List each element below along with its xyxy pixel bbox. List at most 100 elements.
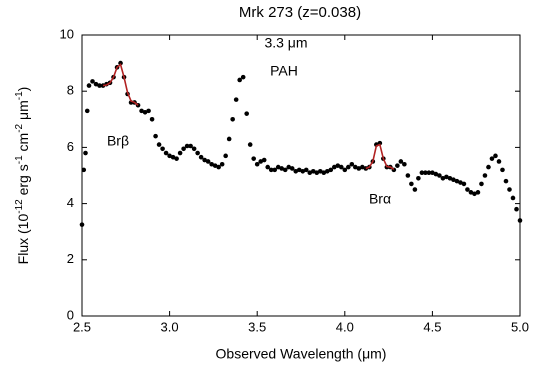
data-point (79, 222, 85, 227)
y-axis-label-part: -1 (14, 91, 25, 100)
data-point (493, 153, 498, 159)
x-tick-label: 4.5 (423, 319, 441, 334)
data-point (205, 159, 211, 164)
data-point (468, 190, 474, 195)
data-point (433, 171, 439, 177)
data-point (486, 164, 491, 170)
data-point (447, 176, 453, 181)
x-tick-label: 3.5 (248, 319, 266, 334)
data-point (293, 168, 299, 174)
data-point (338, 164, 344, 170)
data-point (360, 164, 365, 170)
data-point (118, 60, 123, 66)
data-point (514, 206, 519, 212)
y-axis-label-part: -2 (14, 123, 25, 132)
annotation: Brα (369, 191, 391, 207)
y-axis-label-part: μm (15, 100, 31, 124)
data-point (430, 170, 435, 175)
x-tick-label: 4.0 (336, 319, 354, 334)
data-point (303, 167, 309, 173)
data-point (230, 117, 235, 122)
data-point (461, 181, 467, 187)
y-axis-label-part: -12 (14, 199, 25, 214)
data-point (475, 190, 481, 195)
data-point (458, 180, 463, 185)
data-point (331, 164, 337, 170)
data-point (409, 181, 414, 187)
data-point (167, 153, 172, 159)
data-point (198, 154, 204, 160)
x-tick-label: 2.5 (73, 319, 91, 334)
data-point (149, 117, 155, 122)
data-point (146, 108, 151, 114)
data-point (346, 164, 351, 170)
data-point (233, 97, 239, 102)
data-point (321, 170, 327, 175)
plot-frame (81, 34, 521, 317)
data-point (177, 150, 183, 156)
data-point (244, 111, 249, 116)
data-point (402, 161, 407, 167)
data-point (226, 136, 232, 142)
data-point (440, 176, 446, 181)
data-point (275, 164, 281, 170)
data-point (353, 164, 358, 170)
data-point (503, 178, 509, 184)
y-axis-label-part: erg s (15, 164, 31, 199)
data-point (423, 170, 428, 175)
data-point (426, 170, 432, 175)
data-point (97, 83, 102, 88)
y-tick-label: 2 (67, 251, 74, 266)
data-point (419, 170, 425, 175)
data-point (335, 163, 341, 168)
data-point (258, 159, 264, 164)
data-point (174, 156, 179, 161)
annotation: Brβ (107, 133, 129, 149)
data-point (84, 108, 90, 114)
data-point (437, 173, 442, 178)
y-tick-label: 10 (60, 26, 74, 41)
data-point (223, 153, 228, 159)
data-point (482, 173, 488, 178)
y-tick-label: 8 (67, 83, 74, 98)
data-point (296, 167, 302, 173)
data-point (163, 150, 169, 156)
data-point (219, 161, 225, 167)
data-point (261, 157, 267, 163)
data-point (254, 161, 260, 167)
data-point (153, 133, 158, 139)
x-axis-label: Observed Wavelength (μm) (216, 346, 387, 362)
data-point (472, 191, 477, 197)
data-point (170, 154, 176, 160)
data-point (202, 157, 207, 163)
x-tick-label: 3.0 (161, 319, 179, 334)
y-tick-label: 6 (67, 139, 74, 154)
data-point (181, 146, 186, 152)
data-point (195, 150, 200, 156)
data-point (184, 143, 190, 149)
y-axis-label-part: -1 (14, 155, 25, 164)
data-point (451, 177, 456, 183)
data-point (510, 195, 516, 201)
data-point (479, 181, 484, 187)
data-point (216, 164, 221, 170)
data-point (83, 150, 88, 156)
data-point (289, 166, 295, 171)
data-point (191, 146, 197, 152)
data-point (398, 159, 404, 164)
data-point (465, 187, 470, 192)
y-axis-label-part: ) (15, 87, 31, 92)
data-point (279, 166, 285, 171)
data-point (93, 81, 99, 87)
data-point (356, 166, 362, 171)
chart-title: Mrk 273 (z=0.038) (239, 4, 361, 21)
data-point (265, 164, 271, 170)
data-point (237, 77, 242, 83)
data-point (517, 218, 523, 223)
data-point (90, 79, 95, 84)
data-point (160, 146, 165, 152)
annotation: 3.3 μm (264, 35, 307, 51)
data-point (81, 167, 87, 173)
data-point (86, 83, 92, 88)
